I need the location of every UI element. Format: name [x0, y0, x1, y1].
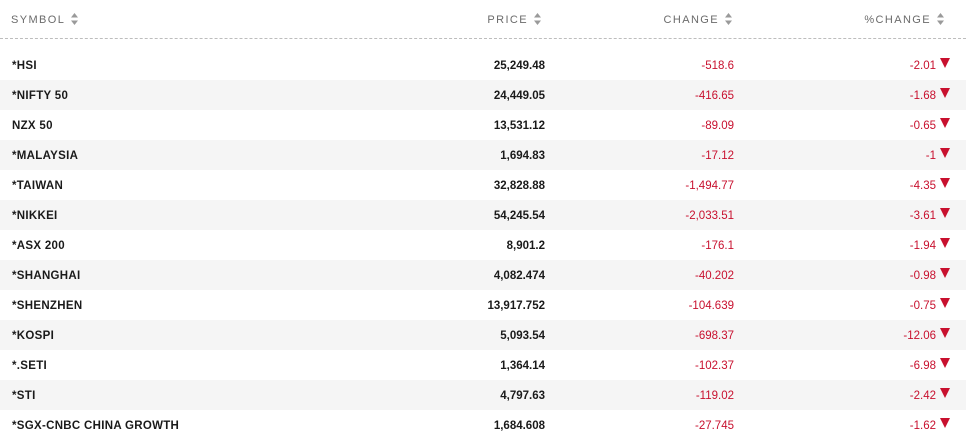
symbol-link[interactable]: *SHENZHEN	[12, 300, 83, 312]
price-value: 1,684.608	[493, 420, 545, 432]
table-row: *SGX-CNBC CHINA GROWTH 1,684.608 -27.745…	[0, 410, 966, 440]
price-value: 54,245.54	[493, 210, 545, 222]
price-value: 25,249.48	[493, 60, 545, 72]
price-value: 8,901.2	[506, 240, 545, 252]
table-row: *TAIWAN 32,828.88 -1,494.77 -4.35	[0, 170, 966, 200]
symbol-link[interactable]: *SHANGHAI	[12, 270, 81, 282]
sort-up-down-icon[interactable]	[71, 13, 79, 25]
market-table: SYMBOL PRICE CHANGE %CHANGE *HSI 25,249.…	[0, 0, 966, 432]
change-value: -17.12	[701, 150, 734, 162]
down-arrow-icon	[940, 298, 950, 308]
down-arrow-icon	[940, 268, 950, 278]
table-row: *MALAYSIA 1,694.83 -17.12 -1	[0, 140, 966, 170]
table-row: *.SETI 1,364.14 -102.37 -6.98	[0, 350, 966, 380]
sort-up-down-icon[interactable]	[725, 13, 732, 25]
pct-change-header-label: %CHANGE	[864, 14, 931, 26]
down-arrow-icon	[940, 118, 950, 128]
change-value: -416.65	[694, 90, 734, 102]
symbol-link[interactable]: *KOSPI	[12, 330, 55, 342]
table-row: *SHANGHAI 4,082.474 -40.202 -0.98	[0, 260, 966, 290]
pct-change-value: -2.01	[909, 60, 936, 72]
table-row: *STI 4,797.63 -119.02 -2.42	[0, 380, 966, 410]
price-value: 32,828.88	[493, 180, 545, 192]
change-value: -40.202	[694, 270, 734, 282]
table-row: *NIFTY 50 24,449.05 -416.65 -1.68	[0, 80, 966, 110]
symbol-link[interactable]: *HSI	[12, 60, 37, 72]
symbol-link[interactable]: *SGX-CNBC CHINA GROWTH	[12, 420, 180, 432]
price-value: 1,694.83	[500, 150, 545, 162]
down-arrow-icon	[940, 88, 950, 98]
pct-change-value: -12.06	[903, 330, 936, 342]
symbol-link[interactable]: NZX 50	[12, 120, 53, 132]
down-arrow-icon	[940, 208, 950, 218]
down-arrow-icon	[940, 148, 950, 158]
price-value: 13,917.752	[487, 300, 545, 312]
down-arrow-icon	[940, 358, 950, 368]
down-arrow-icon	[940, 58, 950, 68]
pct-change-value: -6.98	[909, 360, 936, 372]
change-header-label: CHANGE	[663, 14, 719, 26]
down-arrow-icon	[940, 418, 950, 428]
change-value: -176.1	[701, 240, 734, 252]
price-value: 13,531.12	[493, 120, 545, 132]
table-row: *NIKKEI 54,245.54 -2,033.51 -3.61	[0, 200, 966, 230]
table-row: NZX 50 13,531.12 -89.09 -0.65	[0, 110, 966, 140]
pct-change-column-header[interactable]: %CHANGE	[864, 13, 944, 27]
change-value: -102.37	[694, 360, 734, 372]
pct-change-value: -1.62	[909, 420, 936, 432]
table-row: *ASX 200 8,901.2 -176.1 -1.94	[0, 230, 966, 260]
symbol-column-header[interactable]: SYMBOL	[11, 13, 79, 27]
change-value: -104.639	[688, 300, 734, 312]
change-value: -698.37	[694, 330, 734, 342]
price-value: 5,093.54	[500, 330, 545, 342]
change-value: -119.02	[695, 390, 734, 402]
table-row: *SHENZHEN 13,917.752 -104.639 -0.75	[0, 290, 966, 320]
price-column-header[interactable]: PRICE	[487, 13, 541, 27]
down-arrow-icon	[940, 328, 950, 338]
change-column-header[interactable]: CHANGE	[664, 13, 732, 27]
table-row: *HSI 25,249.48 -518.6 -2.01	[0, 50, 966, 80]
table-header: SYMBOL PRICE CHANGE %CHANGE	[0, 0, 966, 39]
down-arrow-icon	[940, 178, 950, 188]
pct-change-value: -2.42	[909, 390, 936, 402]
price-value: 24,449.05	[493, 90, 545, 102]
pct-change-value: -0.75	[909, 300, 936, 312]
symbol-link[interactable]: *MALAYSIA	[12, 150, 79, 162]
table-row: *KOSPI 5,093.54 -698.37 -12.06	[0, 320, 966, 350]
pct-change-value: -4.35	[909, 180, 936, 192]
price-value: 1,364.14	[500, 360, 545, 372]
table-body: *HSI 25,249.48 -518.6 -2.01 *NIFTY 50 24…	[0, 50, 966, 440]
pct-change-value: -3.61	[909, 210, 936, 222]
pct-change-value: -0.98	[909, 270, 936, 282]
price-value: 4,797.63	[500, 390, 545, 402]
symbol-link[interactable]: *.SETI	[12, 360, 48, 372]
symbol-link[interactable]: *NIFTY 50	[12, 90, 69, 102]
price-header-label: PRICE	[487, 14, 528, 26]
symbol-link[interactable]: *TAIWAN	[12, 180, 64, 192]
change-value: -2,033.51	[685, 210, 734, 222]
pct-change-value: -1.94	[909, 240, 936, 252]
pct-change-value: -1.68	[909, 90, 936, 102]
pct-change-value: -0.65	[909, 120, 936, 132]
sort-up-down-icon[interactable]	[534, 13, 541, 25]
change-value: -27.745	[694, 420, 734, 432]
sort-up-down-icon[interactable]	[937, 13, 944, 25]
change-value: -89.09	[701, 120, 734, 132]
symbol-link[interactable]: *STI	[12, 390, 36, 402]
change-value: -518.6	[701, 60, 734, 72]
symbol-header-label: SYMBOL	[11, 14, 66, 26]
down-arrow-icon	[940, 388, 950, 398]
change-value: -1,494.77	[685, 180, 734, 192]
symbol-link[interactable]: *NIKKEI	[12, 210, 58, 222]
symbol-link[interactable]: *ASX 200	[12, 240, 65, 252]
pct-change-value: -1	[925, 150, 936, 162]
down-arrow-icon	[940, 238, 950, 248]
price-value: 4,082.474	[493, 270, 545, 282]
